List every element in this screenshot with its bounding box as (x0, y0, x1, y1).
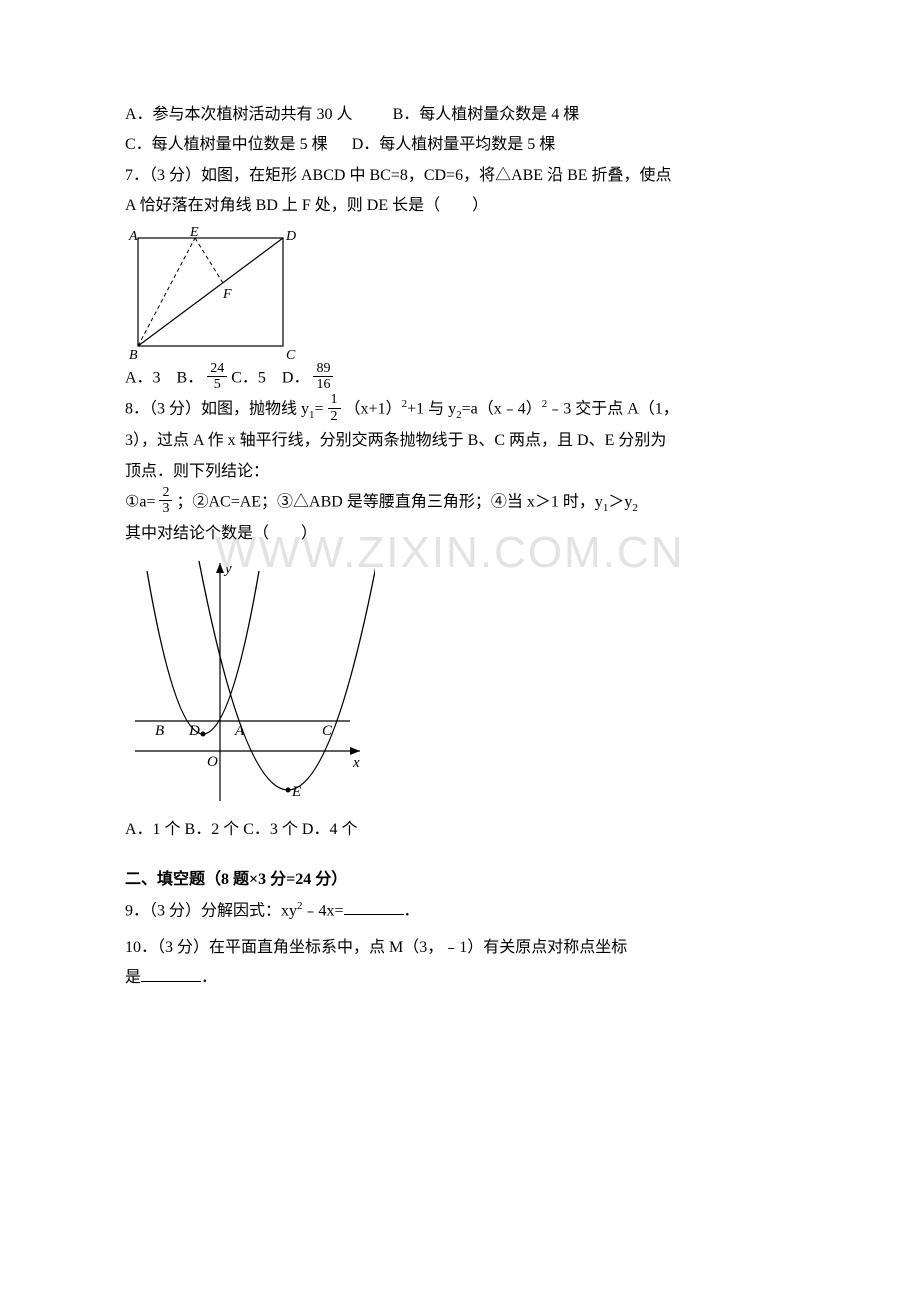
frac-den: 5 (207, 377, 227, 392)
q8-label-b: B (155, 723, 164, 739)
q8-label-o: O (207, 754, 218, 770)
q8-frac1: 1 2 (328, 392, 341, 424)
q6-opt-c-text: C．每人植树量中位数是 5 棵 (125, 136, 328, 153)
q7-label-e: E (189, 226, 199, 240)
q8-stem-line3: 顶点．则下列结论： (125, 457, 795, 487)
q8-label-a: A (234, 723, 245, 739)
t: 8．（3 分）如图，抛物线 y (125, 401, 309, 418)
q7-figure: A E D F B C (123, 226, 298, 361)
q7-label-d: D (285, 229, 296, 244)
frac-num: 89 (313, 361, 333, 377)
q8-conclusions: ①a= 2 3 ；②AC=AE；③△ABD 是等腰直角三角形；④当 x＞1 时，… (125, 487, 795, 519)
frac-den: 2 (328, 409, 341, 424)
q8-label-e: E (291, 784, 301, 800)
frac-num: 1 (328, 392, 341, 408)
q8-figure: y x B D A C O E (125, 551, 375, 811)
q9-b: ﹣4x= (303, 902, 344, 919)
q7-label-b: B (129, 348, 138, 361)
q8-stem-line1: 8．（3 分）如图，抛物线 y1= 1 2 （x+1）2+1 与 y2=a（x﹣… (125, 394, 795, 426)
q6-option-c: C．每人植树量中位数是 5 棵 D．每人植树量平均数是 5 棵 (125, 130, 795, 160)
q6-opt-b-text: B．每人植树量众数是 4 棵 (393, 106, 580, 123)
q7-opt-b-frac: 24 5 (207, 361, 227, 393)
t: =a（x﹣4） (462, 401, 542, 418)
q7-options: A．3 B． 24 5 C．5 D． 89 16 (125, 363, 795, 395)
t: +1 与 y (407, 401, 456, 418)
q6-option-a: A．参与本次植树活动共有 30 人 B．每人植树量众数是 4 棵 (125, 100, 795, 130)
q7-stem-line2: A 恰好落在对角线 BD 上 F 处，则 DE 长是（ ） (125, 191, 795, 221)
q10-c: ． (201, 969, 217, 986)
frac-num: 2 (159, 485, 172, 501)
q8-label-x: x (352, 755, 360, 771)
q7-label-a: A (128, 229, 138, 244)
q8-conclusion-count: 其中对结论个数是（ ） (125, 519, 795, 549)
t: ①a= (125, 493, 155, 510)
q7-label-c: C (286, 348, 296, 361)
q10-line1: 10．（3 分）在平面直角坐标系中，点 M（3，﹣1）有关原点对称点坐标 (125, 933, 795, 963)
q8-frac2: 2 3 (159, 485, 172, 517)
q10-b: 是 (125, 969, 141, 986)
q7-opt-c: C．5 D． (231, 369, 309, 386)
q6-opt-a-text: A．参与本次植树活动共有 30 人 (125, 106, 353, 123)
t: ＞y (608, 493, 632, 510)
frac-den: 16 (313, 377, 333, 392)
q9-blank (344, 899, 404, 915)
q8-label-c: C (322, 723, 333, 739)
frac-num: 24 (207, 361, 227, 377)
q9-a: 9．（3 分）分解因式：xy (125, 902, 297, 919)
q9-c: ． (404, 902, 420, 919)
q6-opt-d-text: D．每人植树量平均数是 5 棵 (352, 136, 556, 153)
q8-label-y: y (223, 561, 232, 577)
q7-opt-a: A．3 B． (125, 369, 203, 386)
q9: 9．（3 分）分解因式：xy2﹣4x=． (125, 896, 795, 927)
q8-options: A．1 个 B．2 个 C．3 个 D．4 个 (125, 815, 795, 845)
q8-stem-line2: 3），过点 A 作 x 轴平行线，分别交两条抛物线于 B、C 两点，且 D、E … (125, 426, 795, 456)
t: ﹣3 交于点 A（1， (547, 401, 679, 418)
q7-label-f: F (222, 287, 232, 302)
q10-line2: 是． (125, 963, 795, 993)
t: = (315, 401, 324, 418)
q10-blank (141, 966, 201, 982)
q7-opt-d-frac: 89 16 (313, 361, 333, 393)
q8-label-d: D (188, 723, 200, 739)
q7-stem-line1: 7．（3 分）如图，在矩形 ABCD 中 BC=8，CD=6，将△ABE 沿 B… (125, 161, 795, 191)
frac-den: 3 (159, 501, 172, 516)
t: （x+1） (345, 401, 402, 418)
section-2-title: 二、填空题（8 题×3 分=24 分） (125, 865, 795, 895)
t: ；②AC=AE；③△ABD 是等腰直角三角形；④当 x＞1 时，y (176, 493, 602, 510)
